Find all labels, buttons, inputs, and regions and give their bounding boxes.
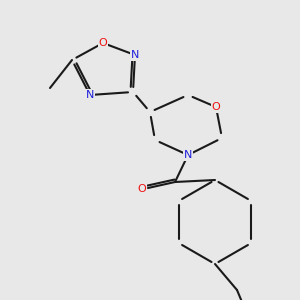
Text: N: N (86, 90, 94, 100)
Text: O: O (212, 102, 220, 112)
Text: N: N (184, 150, 192, 160)
Text: O: O (99, 38, 107, 48)
Text: N: N (131, 50, 139, 60)
Text: O: O (138, 184, 146, 194)
